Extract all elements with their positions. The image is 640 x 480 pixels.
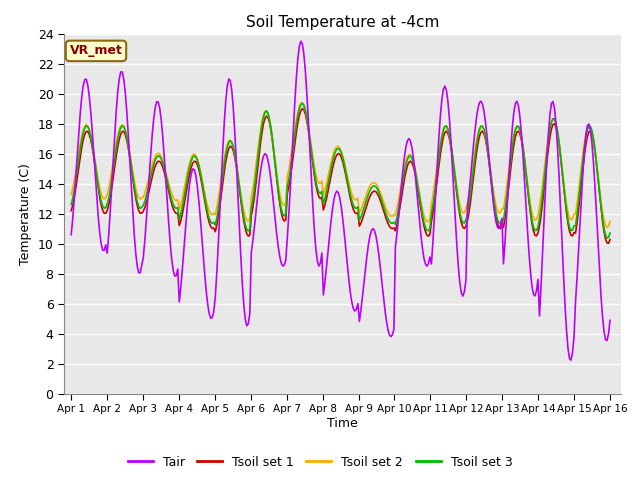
X-axis label: Time: Time [327, 417, 358, 430]
Title: Soil Temperature at -4cm: Soil Temperature at -4cm [246, 15, 439, 30]
Legend: Tair, Tsoil set 1, Tsoil set 2, Tsoil set 3: Tair, Tsoil set 1, Tsoil set 2, Tsoil se… [123, 451, 517, 474]
Y-axis label: Temperature (C): Temperature (C) [19, 163, 32, 264]
Text: VR_met: VR_met [70, 44, 122, 58]
